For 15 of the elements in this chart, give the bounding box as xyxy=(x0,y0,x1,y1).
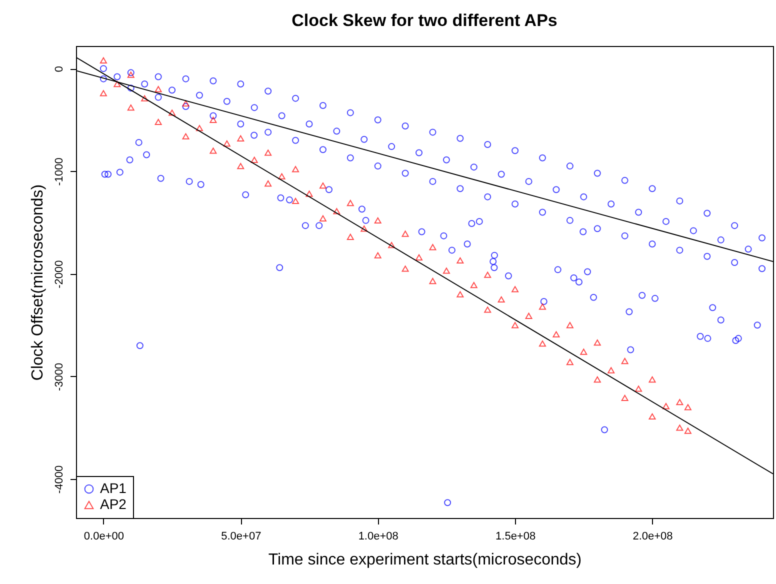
y-tick-label: -2000 xyxy=(54,260,66,288)
y-tick-label: 0 xyxy=(54,66,66,72)
chart-title: Clock Skew for two different APs xyxy=(292,11,558,30)
x-axis-title: Time since experiment starts(microseconds) xyxy=(268,552,582,568)
x-tick-label: 1.5e+08 xyxy=(496,530,536,542)
x-tick-label: 0.0e+00 xyxy=(84,530,124,542)
x-tick-label: 5.0e+07 xyxy=(221,530,262,542)
legend-label: AP1 xyxy=(100,480,127,496)
x-tick-label: 2.0e+08 xyxy=(632,530,673,542)
legend-label: AP2 xyxy=(100,496,127,512)
y-tick-label: -3000 xyxy=(54,362,66,391)
y-tick-label: -1000 xyxy=(54,158,66,186)
y-axis-title: Clock Offset(microseconds) xyxy=(30,184,46,381)
x-tick-label: 1.0e+08 xyxy=(358,530,398,542)
y-tick-label: -4000 xyxy=(54,465,66,494)
